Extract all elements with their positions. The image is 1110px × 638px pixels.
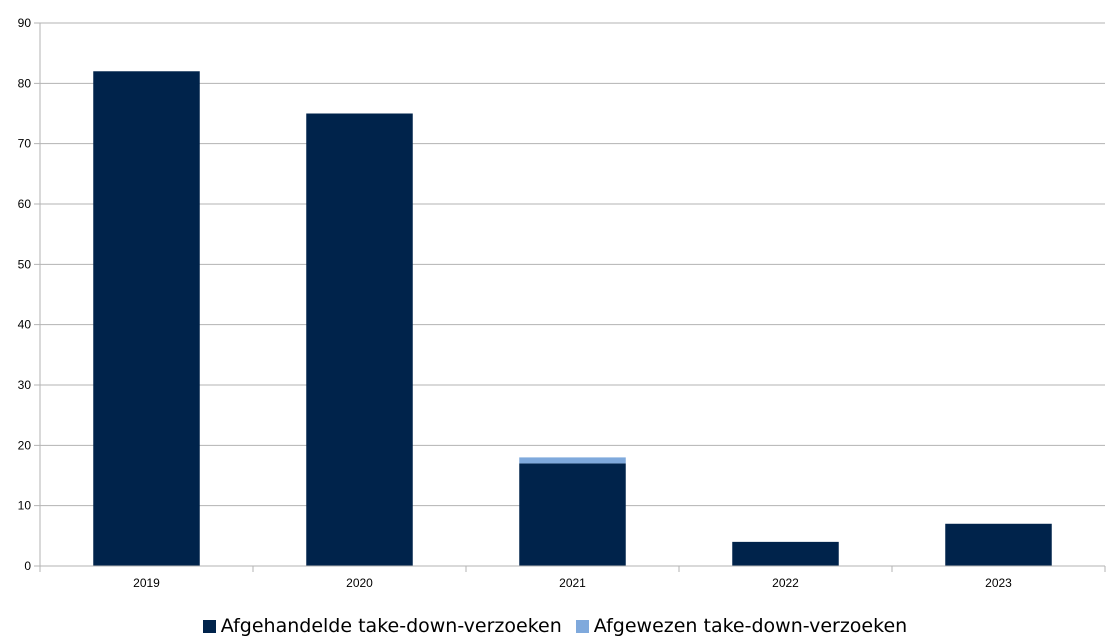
y-tick-label: 10 — [18, 499, 32, 513]
bar-2023-series-0 — [945, 523, 1052, 566]
legend-swatch-afgehandelde — [202, 619, 216, 633]
y-tick-label: 70 — [18, 137, 32, 151]
legend-label-afgehandelde: Afgehandelde take-down-verzoeken — [220, 615, 562, 637]
bar-2021-series-0 — [519, 463, 626, 566]
y-tick-label: 30 — [18, 378, 32, 392]
y-tick-label: 80 — [18, 76, 32, 90]
y-tick-label: 60 — [18, 197, 32, 211]
bar-2022-series-0 — [732, 541, 839, 566]
y-tick-label: 90 — [18, 16, 32, 30]
y-tick-label: 0 — [24, 559, 31, 573]
bar-2019-series-0 — [93, 71, 200, 567]
x-tick-label: 2022 — [772, 576, 799, 590]
x-tick-label: 2020 — [346, 576, 373, 590]
axes — [39, 23, 1106, 572]
x-tick-label: 2019 — [133, 576, 160, 590]
x-tick-label: 2023 — [985, 576, 1012, 590]
gridlines — [34, 22, 1105, 567]
y-tick-label: 50 — [18, 257, 32, 271]
legend-swatch-afgewezen — [575, 619, 589, 633]
x-tick-labels: 2019 2020 2021 2022 2023 — [133, 576, 1012, 590]
legend-label-afgewezen: Afgewezen take-down-verzoeken — [593, 615, 908, 637]
x-tick-label: 2021 — [559, 576, 586, 590]
bar-2021-series-1 — [519, 457, 626, 464]
y-tick-label: 40 — [18, 318, 32, 332]
bar-2020-series-0 — [306, 113, 413, 566]
legend-item-afgewezen: Afgewezen take-down-verzoeken — [575, 615, 908, 637]
bars — [93, 71, 1052, 567]
y-tick-label: 20 — [18, 438, 32, 452]
legend-item-afgehandelde: Afgehandelde take-down-verzoeken — [202, 615, 562, 637]
y-tick-labels: 0 10 20 30 40 50 60 70 80 90 — [18, 16, 32, 573]
legend: Afgehandelde take-down-verzoeken Afgewez… — [0, 615, 1110, 637]
